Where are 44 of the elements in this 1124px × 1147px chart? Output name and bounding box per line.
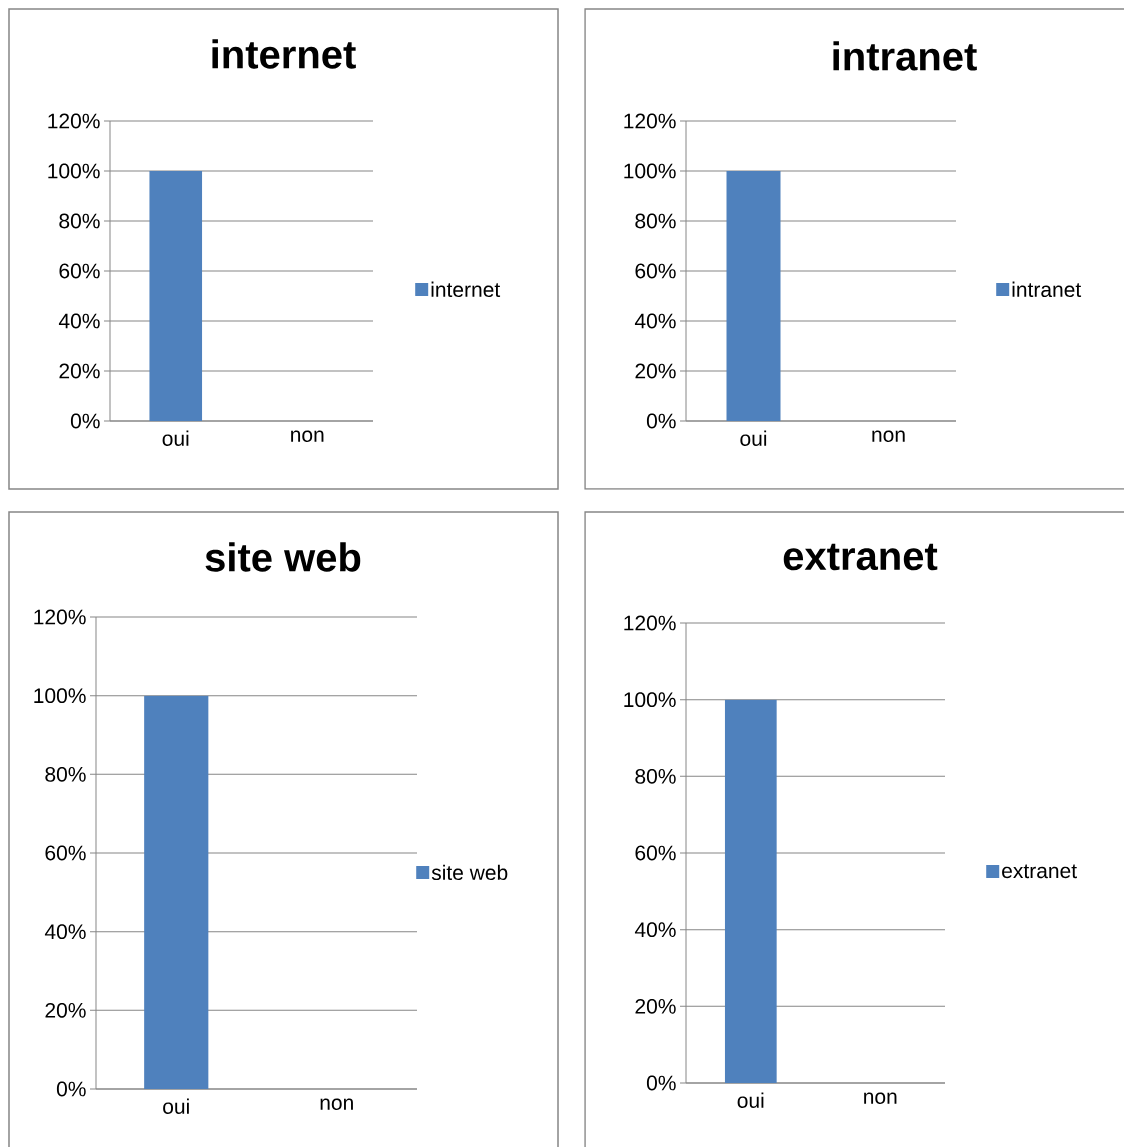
y-tick-label: 0%	[56, 1081, 86, 1097]
x-tick-label: non	[291, 430, 324, 443]
y-tick-label: 120%	[34, 609, 86, 625]
y-tick-label: 40%	[44, 924, 86, 940]
y-tick-label: 40%	[634, 313, 676, 329]
legend-label: site web	[431, 864, 508, 881]
y-tick-label: 0%	[70, 413, 100, 429]
y-tick-label: 100%	[624, 163, 676, 179]
y-tick-label: 60%	[59, 263, 100, 279]
x-tick-label: oui	[740, 430, 767, 446]
x-tick-label: non	[872, 430, 905, 443]
y-tick-label: 0%	[646, 1075, 676, 1091]
chart-title: intranet	[833, 41, 977, 71]
chart-title: extranet	[783, 543, 938, 571]
y-tick-label: 20%	[635, 363, 676, 379]
y-tick-label: 20%	[59, 363, 100, 379]
y-tick-label: 60%	[635, 845, 676, 861]
x-tick-label: oui	[163, 1098, 189, 1114]
x-tick-label: oui	[737, 1092, 764, 1108]
chart-title: site web	[205, 542, 361, 572]
y-tick-label: 60%	[635, 263, 676, 279]
y-tick-label: 100%	[34, 688, 86, 704]
x-tick-label: non	[864, 1092, 897, 1105]
y-tick-label: 40%	[58, 313, 100, 329]
y-tick-label: 100%	[624, 692, 676, 708]
y-tick-label: 20%	[635, 998, 676, 1014]
y-tick-label: 80%	[635, 213, 676, 229]
y-tick-label: 80%	[59, 213, 100, 229]
x-tick-label: oui	[162, 430, 189, 446]
y-tick-label: 60%	[45, 845, 86, 861]
y-tick-label: 0%	[646, 413, 676, 429]
chart-title: internet	[212, 39, 356, 69]
y-tick-label: 120%	[48, 113, 100, 129]
legend-label: internet	[431, 281, 501, 298]
y-tick-label: 100%	[48, 163, 100, 179]
legend-label: extranet	[1002, 864, 1077, 879]
legend-label: intranet	[1012, 281, 1082, 298]
y-tick-label: 80%	[45, 766, 86, 782]
y-tick-label: 120%	[624, 113, 676, 129]
y-tick-label: 80%	[635, 768, 676, 784]
y-tick-label: 20%	[45, 1002, 86, 1018]
y-tick-label: 120%	[624, 615, 676, 631]
y-tick-label: 40%	[634, 922, 676, 938]
x-tick-label: non	[320, 1098, 353, 1111]
